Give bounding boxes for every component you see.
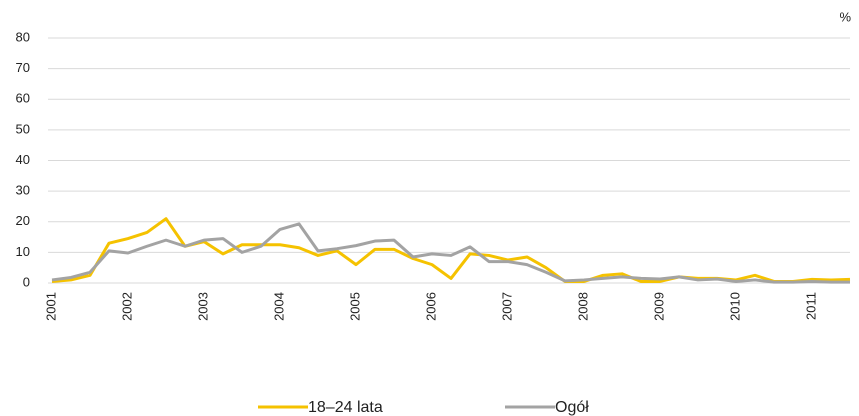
- y-tick-label: 60: [16, 91, 30, 106]
- x-tick-label: 2005: [347, 292, 362, 321]
- data-line: [51, 217, 851, 283]
- y-tick-label: 0: [23, 274, 30, 289]
- data-line: [51, 222, 850, 284]
- x-tick-label: 2009: [651, 292, 666, 321]
- x-tick-label: 2004: [271, 292, 286, 321]
- x-tick-label: 2001: [43, 292, 58, 321]
- unit-label: %: [839, 9, 851, 24]
- y-tick-label: 70: [16, 60, 30, 75]
- y-tick-label: 10: [16, 244, 30, 259]
- x-tick-label: 2008: [575, 292, 590, 321]
- y-tick-label: 50: [16, 121, 30, 136]
- y-tick-label: 20: [16, 213, 30, 228]
- x-tick-label: 2003: [195, 292, 210, 321]
- x-tick-label: 2006: [423, 292, 438, 321]
- legend-label: Ogół: [555, 399, 589, 416]
- x-tick-label: 2010: [727, 292, 742, 321]
- x-tick-label: 2007: [499, 292, 514, 321]
- y-tick-label: 30: [16, 183, 30, 198]
- legend-label: 18–24 lata: [308, 399, 383, 416]
- x-tick-label: 2011: [803, 292, 818, 320]
- x-tick-label: 2002: [119, 292, 134, 321]
- y-tick-label: 40: [16, 152, 30, 167]
- y-tick-label: 80: [16, 29, 30, 44]
